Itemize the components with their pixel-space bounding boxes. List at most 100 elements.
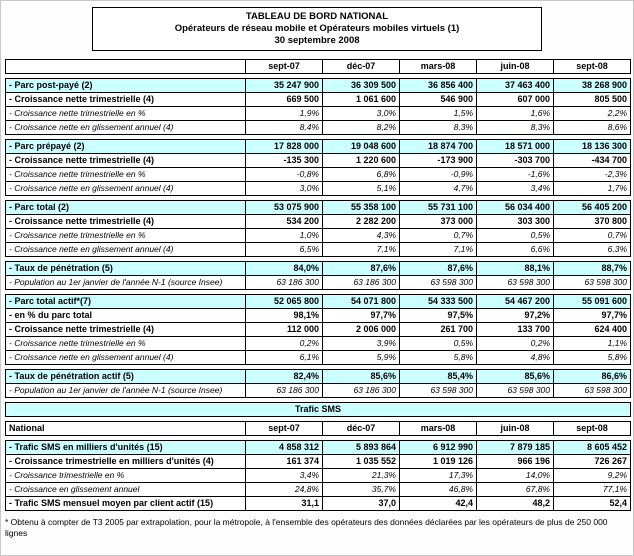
value-cell: 48,2 (476, 496, 554, 511)
value-cell: 63 598 300 (399, 383, 477, 398)
report-date: 30 septembre 2008 (274, 35, 360, 46)
value-cell: 3,0% (322, 106, 400, 121)
column-header-mars-08: mars-08 (399, 59, 477, 74)
data-group: - Parc post-payé (2) 35 247 900 36 309 500… (5, 78, 631, 135)
table-row: - Trafic SMS mensuel moyen par client ac… (5, 496, 631, 511)
column-header-juin-08: juin-08 (476, 59, 554, 74)
row-label: - Croissance nette trimestrielle en % (5, 106, 246, 121)
value-cell: 19 048 600 (322, 139, 400, 154)
row-label: - Croissance nette trimestrielle en % (5, 336, 246, 351)
value-cell: 97,7% (322, 308, 400, 323)
value-cell: 2 006 000 (322, 322, 400, 337)
row-label: - Croissance nette en glissement annuel … (5, 242, 246, 257)
data-group: - Parc total (2) 53 075 900 55 358 100 55 7… (5, 200, 631, 257)
value-cell: 85,6% (476, 369, 554, 384)
value-cell: -173 900 (399, 153, 477, 168)
sms-column-header-juin-08: juin-08 (476, 421, 554, 436)
value-cell: 9,2% (553, 468, 631, 483)
value-cell: 38 268 900 (553, 78, 631, 93)
value-cell: -0,9% (399, 167, 477, 182)
value-cell: 546 900 (399, 92, 477, 107)
value-cell: 0,7% (399, 228, 477, 243)
row-label: - Trafic SMS en milliers d'unités (15) (5, 440, 246, 455)
row-label: - Trafic SMS mensuel moyen par client ac… (5, 496, 246, 511)
value-cell: 77,1% (553, 482, 631, 497)
sms-table: - Trafic SMS en milliers d'unités (15) 4 … (5, 440, 631, 511)
value-cell: 6 912 990 (399, 440, 477, 455)
value-cell: 67,8% (476, 482, 554, 497)
value-cell: 88,1% (476, 261, 554, 276)
value-cell: 1 220 600 (322, 153, 400, 168)
value-cell: 63 186 300 (322, 383, 400, 398)
sms-column-header-mars-08: mars-08 (399, 421, 477, 436)
value-cell: 14,0% (476, 468, 554, 483)
value-cell: 24,8% (245, 482, 323, 497)
value-cell: 6,3% (553, 242, 631, 257)
value-cell: 82,4% (245, 369, 323, 384)
value-cell: 84,0% (245, 261, 323, 276)
value-cell: 370 800 (553, 214, 631, 229)
table-row: - Croissance nette trimestrielle (4) 669 … (5, 92, 631, 107)
value-cell: 6,5% (245, 242, 323, 257)
value-cell: 4,8% (476, 350, 554, 365)
row-label: - Croissance trimestrielle en milliers d… (5, 454, 246, 469)
value-cell: 8,6% (553, 120, 631, 135)
row-label: - Parc post-payé (2) (5, 78, 246, 93)
value-cell: 726 267 (553, 454, 631, 469)
value-cell: 53 075 900 (245, 200, 323, 215)
header-spacer (5, 59, 246, 74)
table-row: - Trafic SMS en milliers d'unités (15) 4 … (5, 440, 631, 455)
column-header-sept-07: sept-07 (245, 59, 323, 74)
column-header-row: sept-07 déc-07 mars-08 juin-08 sept-08 (5, 59, 631, 74)
main-column-header-row: sept-07 déc-07 mars-08 juin-08 sept-08 (5, 59, 631, 74)
value-cell: 2 282 200 (322, 214, 400, 229)
value-cell: 63 598 300 (553, 383, 631, 398)
value-cell: 55 091 600 (553, 294, 631, 309)
value-cell: 3,4% (245, 468, 323, 483)
table-row: - Croissance nette trimestrielle en % -0,… (5, 167, 631, 182)
sms-column-header-row: National sept-07 déc-07 mars-08 juin-08 … (5, 421, 631, 436)
value-cell: 8,3% (476, 120, 554, 135)
table-row: - Population au 1er janvier de l'année N… (5, 383, 631, 398)
value-cell: 8,2% (322, 120, 400, 135)
table-row: - Croissance trimestrielle en % 3,4% 21,3%… (5, 468, 631, 483)
data-group: - Parc total actif*(7) 52 065 800 54 071 8… (5, 294, 631, 365)
value-cell: 85,4% (399, 369, 477, 384)
row-label: - Croissance nette trimestrielle en % (5, 228, 246, 243)
report-title-box: TABLEAU DE BORD NATIONAL Opérateurs de r… (92, 7, 542, 51)
value-cell: 36 856 400 (399, 78, 477, 93)
value-cell: 21,3% (322, 468, 400, 483)
table-row: - en % du parc total 98,1% 97,7% 97,5% 97,2%… (5, 308, 631, 323)
value-cell: 31,1 (245, 496, 323, 511)
value-cell: 0,7% (553, 228, 631, 243)
sms-region-label: National (5, 421, 246, 436)
value-cell: 6,6% (476, 242, 554, 257)
table-row: - Croissance nette en glissement annuel … (5, 181, 631, 196)
value-cell: 624 400 (553, 322, 631, 337)
row-label: - en % du parc total (5, 308, 246, 323)
value-cell: 0,2% (245, 336, 323, 351)
value-cell: 112 000 (245, 322, 323, 337)
sms-header-row: National sept-07 déc-07 mars-08 juin-08 … (5, 421, 631, 436)
row-label: - Croissance nette en glissement annuel … (5, 181, 246, 196)
report-subtitle: Opérateurs de réseau mobile et Opérateur… (174, 23, 460, 34)
value-cell: 669 500 (245, 92, 323, 107)
value-cell: 7,1% (399, 242, 477, 257)
row-label: - Parc total actif*(7) (5, 294, 246, 309)
table-row: - Croissance nette trimestrielle (4) -135… (5, 153, 631, 168)
sms-column-header-dec-07: déc-07 (322, 421, 400, 436)
value-cell: 8,4% (245, 120, 323, 135)
data-group: - Trafic SMS en milliers d'unités (15) 4 … (5, 440, 631, 511)
data-group: - Taux de pénétration (5) 84,0% 87,6% 87,6%… (5, 261, 631, 290)
value-cell: 6,8% (322, 167, 400, 182)
value-cell: 5,8% (553, 350, 631, 365)
value-cell: 4,7% (399, 181, 477, 196)
value-cell: 607 000 (476, 92, 554, 107)
value-cell: 87,6% (399, 261, 477, 276)
value-cell: 18 136 300 (553, 139, 631, 154)
row-label: - Taux de pénétration (5) (5, 261, 246, 276)
value-cell: 63 598 300 (476, 383, 554, 398)
value-cell: 5,1% (322, 181, 400, 196)
value-cell: 52 065 800 (245, 294, 323, 309)
table-row: - Parc total actif*(7) 52 065 800 54 071 8… (5, 294, 631, 309)
